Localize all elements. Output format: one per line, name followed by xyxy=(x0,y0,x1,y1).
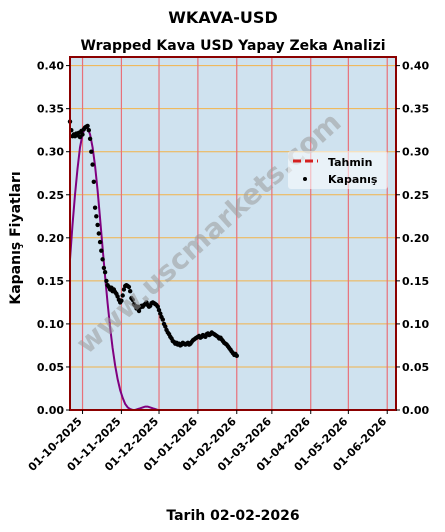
closing-point xyxy=(80,132,85,137)
closing-point xyxy=(126,284,132,290)
closing-point xyxy=(92,205,98,210)
y-axis-right: 0.00 0.05 0.10 0.15 0.20 0.25 0.30 0.35 0.40 xyxy=(396,60,429,417)
closing-point xyxy=(136,308,142,314)
y-tick-label-right: 0.05 xyxy=(402,361,429,374)
closing-point xyxy=(101,265,107,271)
closing-point xyxy=(89,149,94,154)
closing-point xyxy=(119,298,124,303)
closing-point xyxy=(96,231,102,236)
closing-point xyxy=(158,311,163,316)
y-tick-label-right: 0.40 xyxy=(402,60,429,73)
y-tick-label-left: 0.20 xyxy=(37,232,64,245)
legend-kapanis-swatch xyxy=(303,177,307,181)
closing-point xyxy=(85,123,90,129)
closing-point xyxy=(102,270,108,275)
y-tick-label-right: 0.35 xyxy=(402,103,429,116)
y-tick-label-right: 0.00 xyxy=(402,404,429,417)
closing-point xyxy=(121,287,127,292)
closing-point xyxy=(130,297,135,302)
closing-point xyxy=(90,162,95,167)
y-tick-label-left: 0.30 xyxy=(37,146,64,159)
y-tick-label-left: 0.10 xyxy=(37,318,64,331)
closing-point xyxy=(91,179,97,184)
y-tick-label-left: 0.05 xyxy=(37,361,64,374)
page-title: WKAVA-USD xyxy=(168,8,277,27)
closing-point xyxy=(104,278,109,284)
x-axis-label: Tarih 02-02-2026 xyxy=(166,508,299,524)
closing-point xyxy=(99,248,104,253)
closing-point xyxy=(160,317,165,322)
plot-area: www.uscmarkets.com xyxy=(67,56,397,411)
closing-point xyxy=(155,304,160,309)
y-tick-label-left: 0.15 xyxy=(37,275,64,288)
y-tick-label-left: 0.40 xyxy=(37,60,64,73)
closing-point xyxy=(234,353,239,358)
closing-point xyxy=(156,307,162,313)
closing-point xyxy=(87,136,93,141)
y-tick-label-left: 0.25 xyxy=(37,189,64,202)
closing-point xyxy=(115,294,120,299)
y-tick-label-left: 0.35 xyxy=(37,103,64,116)
legend-kapanis-label: Kapanış xyxy=(328,173,378,186)
closing-point xyxy=(128,289,133,294)
closing-point xyxy=(163,324,168,329)
y-axis-left: 0.00 0.05 0.10 0.15 0.20 0.25 0.30 0.35 0.40 xyxy=(37,60,70,417)
y-tick-label-right: 0.30 xyxy=(402,146,429,159)
x-axis: 01-10-202501-11-202501-12-202501-01-2026… xyxy=(26,410,390,474)
y-axis-label: Kapanış Fiyatları xyxy=(8,171,24,304)
closing-point xyxy=(97,239,103,245)
y-tick-label-right: 0.15 xyxy=(402,275,429,288)
chart-title: Wrapped Kava USD Yapay Zeka Analizi xyxy=(80,38,385,54)
closing-point xyxy=(95,222,100,228)
closing-point xyxy=(100,257,105,262)
y-tick-label-right: 0.25 xyxy=(402,189,429,202)
legend: Tahmin Kapanış xyxy=(288,151,388,189)
y-tick-label-right: 0.10 xyxy=(402,318,429,331)
plot-background xyxy=(70,57,396,410)
y-tick-label-right: 0.20 xyxy=(402,232,429,245)
closing-point xyxy=(120,293,125,298)
y-tick-label-left: 0.00 xyxy=(37,404,64,417)
closing-point xyxy=(94,214,99,219)
closing-point xyxy=(86,128,92,133)
legend-tahmin-label: Tahmin xyxy=(328,156,372,169)
plot-frame xyxy=(69,56,397,411)
